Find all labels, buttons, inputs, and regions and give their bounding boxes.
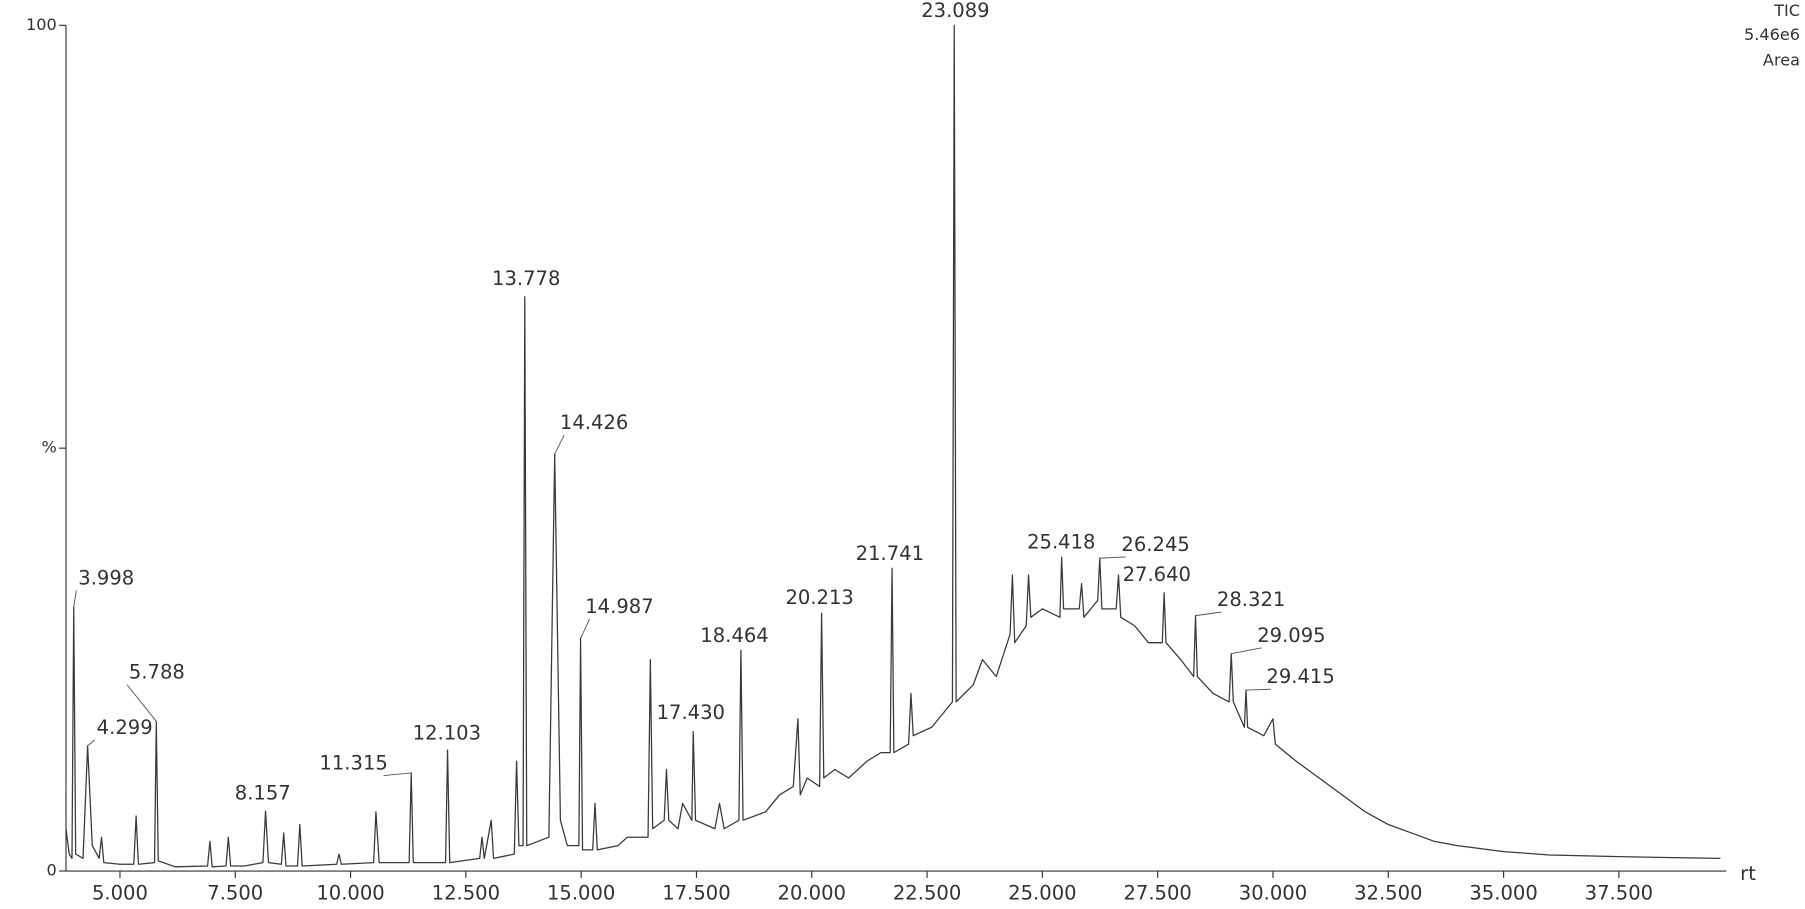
mode-label: Area — [1763, 50, 1800, 69]
x-tick-label: 10.000 — [316, 882, 384, 905]
peak-label: 20.213 — [785, 586, 853, 609]
x-tick-label: 20.000 — [778, 882, 846, 905]
peak-label: 25.418 — [1027, 531, 1095, 554]
peak-label: 29.095 — [1257, 624, 1325, 647]
trace-label: TIC — [1773, 1, 1800, 20]
peak-label: 21.741 — [856, 542, 924, 565]
peak-label: 29.415 — [1266, 665, 1334, 688]
peak-label: 26.245 — [1121, 533, 1189, 556]
page: TIC 5.46e6 Area rt 0% 100 5.000 7.500 10.000… — [0, 0, 1805, 909]
x-tick-label: 22.500 — [893, 882, 961, 905]
x-tick-label: 32.500 — [1354, 882, 1422, 905]
peak-label: 17.430 — [657, 701, 725, 724]
peak-label: 4.299 — [97, 716, 153, 739]
chart: TIC 5.46e6 Area rt 0% 100 5.000 7.500 10.000… — [0, 0, 1805, 909]
x-tick-label: 15.000 — [547, 882, 615, 905]
scale-label: 5.46e6 — [1744, 25, 1800, 44]
x-tick-label: 37.500 — [1585, 882, 1653, 905]
y-tick-label: 100 — [26, 15, 57, 34]
peak-label: 14.426 — [560, 411, 628, 434]
x-tick-label: 17.500 — [662, 882, 730, 905]
peak-label: 8.157 — [235, 781, 291, 804]
x-tick-label: 12.500 — [432, 882, 500, 905]
x-tick-label: 35.000 — [1469, 882, 1537, 905]
peak-label: 23.089 — [921, 0, 989, 22]
peak-label: 28.321 — [1217, 588, 1285, 611]
x-tick-label: 25.000 — [1008, 882, 1076, 905]
peak-label: 5.788 — [129, 661, 185, 684]
x-axis-label: rt — [1740, 862, 1756, 885]
x-tick-label: 7.500 — [207, 882, 263, 905]
peak-label: 18.464 — [700, 624, 768, 647]
y-tick-label: 0 — [47, 861, 57, 880]
peak-label: 3.998 — [78, 566, 134, 589]
peak-label: 14.987 — [585, 595, 653, 618]
x-tick-label: 27.500 — [1123, 882, 1191, 905]
x-tick-label: 5.000 — [92, 882, 148, 905]
peak-label: 11.315 — [319, 752, 387, 775]
peak-label: 13.778 — [492, 267, 560, 290]
background — [0, 0, 1804, 909]
peak-label: 12.103 — [413, 722, 481, 745]
x-tick-label: 30.000 — [1239, 882, 1307, 905]
y-tick-label: % — [41, 438, 56, 457]
peak-label: 27.640 — [1123, 563, 1191, 586]
